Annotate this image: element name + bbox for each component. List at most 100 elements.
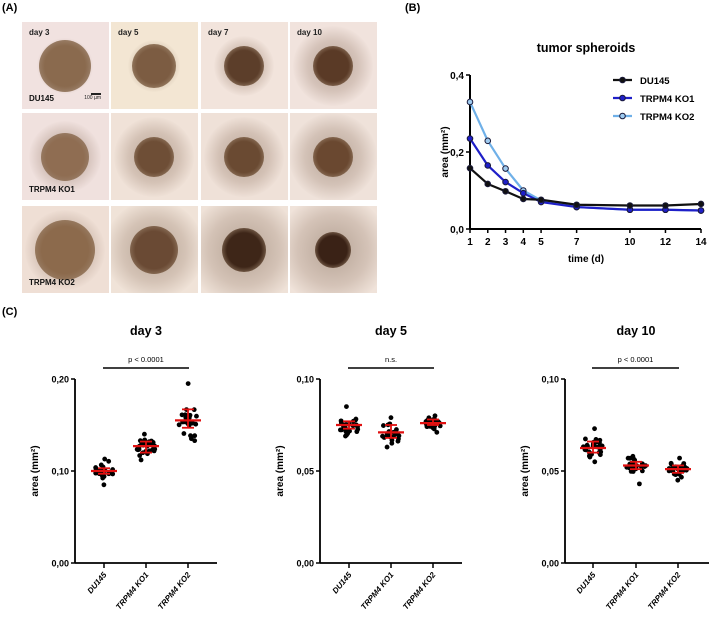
data-point [425, 417, 430, 423]
data-point [594, 439, 600, 445]
data-point [583, 445, 589, 451]
data-point [679, 474, 684, 480]
data-point [142, 437, 148, 443]
data-point [391, 429, 397, 435]
data-point [381, 435, 387, 440]
data-point [432, 416, 437, 422]
data-point [144, 443, 150, 449]
data-point [392, 430, 398, 436]
cell-line-label: TRPM4 KO2 [29, 278, 75, 287]
data-point [341, 424, 346, 429]
data-point [152, 443, 157, 449]
data-point [194, 413, 199, 419]
data-point [662, 202, 669, 209]
data-point [388, 434, 393, 440]
legend-marker [619, 94, 626, 102]
data-point [93, 470, 99, 476]
data-point [676, 471, 682, 477]
x-tick-label: DU145 [575, 570, 598, 595]
data-point [137, 453, 143, 458]
spheroid [315, 232, 351, 268]
data-point [431, 426, 437, 432]
data-point [677, 455, 682, 461]
y-axis-label: area (mm²) [440, 126, 451, 177]
data-point [106, 471, 112, 477]
data-point [147, 448, 153, 454]
data-point [681, 464, 687, 469]
data-point [432, 423, 438, 429]
data-point [138, 457, 144, 463]
data-point [437, 423, 443, 429]
data-point [100, 464, 106, 470]
data-point [598, 449, 604, 455]
spheroid [41, 133, 89, 181]
data-point [484, 137, 492, 145]
data-point [502, 187, 509, 195]
x-tick-label: 10 [624, 237, 636, 248]
data-point [354, 429, 360, 435]
data-point [590, 443, 596, 449]
data-point [187, 412, 193, 418]
cell-line-label: DU145 [29, 94, 54, 103]
data-point [102, 456, 108, 462]
x-tick-label: TRPM4 KO1 [604, 570, 641, 611]
data-point [671, 471, 677, 477]
data-point [185, 421, 191, 427]
data-point [140, 450, 146, 456]
data-point [108, 470, 114, 476]
data-point [387, 421, 393, 427]
y-tick-label: 0,00 [296, 559, 314, 569]
data-point [670, 465, 676, 471]
day-label: day 7 [208, 28, 229, 37]
data-point [93, 466, 99, 472]
data-point [143, 448, 149, 454]
data-point [631, 456, 636, 462]
data-point [337, 427, 343, 433]
data-point [681, 462, 686, 468]
data-point [431, 419, 436, 425]
data-point [520, 189, 527, 197]
data-point [436, 420, 442, 426]
plot-title: day 5 [375, 324, 407, 338]
y-tick-label: 0,00 [51, 559, 69, 569]
data-point [424, 424, 430, 430]
data-point [682, 464, 688, 470]
data-point [184, 407, 189, 413]
data-point [643, 463, 649, 469]
x-tick-label: TRPM4 KO1 [359, 570, 396, 611]
data-point [434, 429, 440, 435]
spheroid [224, 137, 264, 177]
data-point [423, 419, 429, 424]
data-point [139, 441, 145, 447]
data-point [670, 468, 676, 474]
data-point [187, 419, 193, 425]
data-point [392, 432, 398, 438]
data-point [389, 440, 395, 446]
data-point [597, 452, 603, 458]
data-point [181, 419, 187, 425]
data-point [341, 422, 347, 428]
data-point [93, 465, 99, 470]
data-point [381, 423, 386, 428]
y-axis-label: area (mm²) [30, 445, 41, 496]
data-point [191, 407, 197, 413]
y-tick-label: 0,20 [51, 375, 69, 385]
data-point [134, 446, 140, 452]
data-point [585, 443, 590, 449]
data-point [102, 468, 108, 473]
data-point [583, 436, 588, 442]
data-point [99, 473, 105, 479]
data-point [466, 135, 474, 142]
data-point [135, 447, 141, 453]
data-point [666, 466, 672, 471]
data-point [677, 466, 683, 472]
data-point [396, 433, 402, 439]
data-point [344, 404, 349, 409]
spheroid-image-tile [290, 206, 377, 293]
data-point [181, 431, 187, 436]
data-point [697, 200, 705, 208]
data-point [435, 419, 441, 424]
data-point [677, 469, 682, 475]
data-point [675, 477, 681, 483]
data-point [630, 453, 636, 459]
